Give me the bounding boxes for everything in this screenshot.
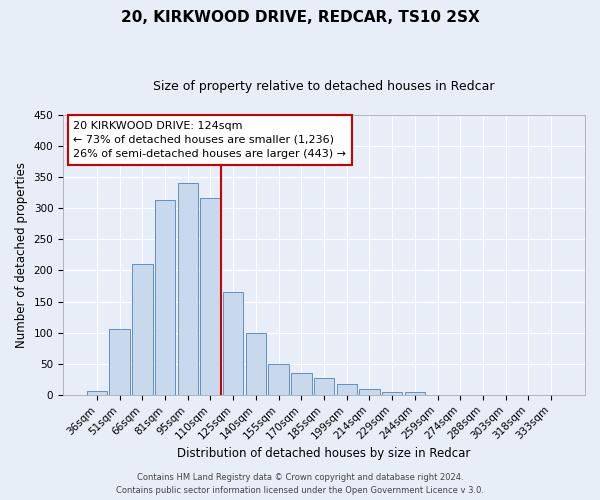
Y-axis label: Number of detached properties: Number of detached properties [15,162,28,348]
Bar [359,388,380,395]
Bar [245,332,266,395]
Bar [268,364,289,395]
Text: Contains HM Land Registry data © Crown copyright and database right 2024.
Contai: Contains HM Land Registry data © Crown c… [116,474,484,495]
Bar [404,392,425,395]
Bar [132,264,152,395]
X-axis label: Distribution of detached houses by size in Redcar: Distribution of detached houses by size … [178,447,471,460]
Title: Size of property relative to detached houses in Redcar: Size of property relative to detached ho… [153,80,495,93]
Bar [200,198,221,395]
Bar [337,384,357,395]
Bar [87,390,107,395]
Bar [314,378,334,395]
Bar [382,392,403,395]
Bar [178,184,198,395]
Bar [155,200,175,395]
Bar [291,373,311,395]
Text: 20 KIRKWOOD DRIVE: 124sqm
← 73% of detached houses are smaller (1,236)
26% of se: 20 KIRKWOOD DRIVE: 124sqm ← 73% of detac… [73,120,346,160]
Bar [109,329,130,395]
Bar [223,292,244,395]
Text: 20, KIRKWOOD DRIVE, REDCAR, TS10 2SX: 20, KIRKWOOD DRIVE, REDCAR, TS10 2SX [121,10,479,25]
